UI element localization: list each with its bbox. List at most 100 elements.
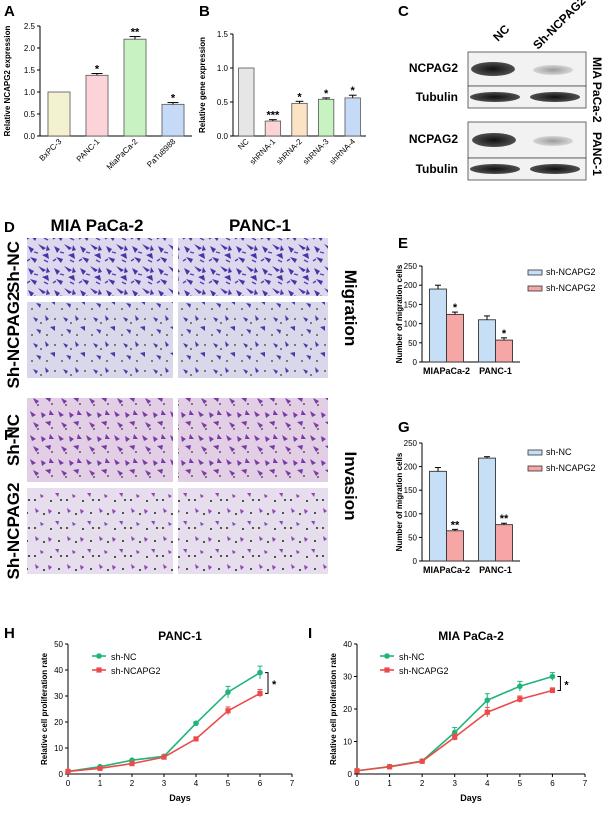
micro-row-label-3: Sh-NC <box>4 414 23 466</box>
blot-row-label-4: Tubulin <box>416 162 458 176</box>
data-point <box>354 768 360 774</box>
data-point <box>386 764 393 770</box>
legend-marker <box>96 667 102 673</box>
data-point <box>484 697 491 704</box>
blot-cell-line-1: MIA PaCa-2 <box>590 57 604 123</box>
x-tick-label: 1 <box>98 779 103 788</box>
micrograph-panc-shncpag2-migration <box>178 302 328 378</box>
legend-label: sh-NCAPG2 <box>546 283 596 293</box>
y-axis-label: Relative cell proliferation rate <box>329 652 338 765</box>
blot-row-label-3: NCPAG2 <box>409 132 458 146</box>
data-point <box>549 673 556 680</box>
data-point <box>193 736 199 742</box>
micrograph-mia-shnc-migration <box>27 238 173 296</box>
y-tick-label: 250 <box>404 439 418 448</box>
blot-col-label-nc: NC <box>490 22 512 44</box>
x-tick-label: 6 <box>258 779 263 788</box>
bar-miapaca-2 <box>123 38 147 137</box>
data-point <box>225 689 231 695</box>
bar-series-1 <box>429 288 447 363</box>
micrograph-panc-shnc-invasion <box>178 398 328 482</box>
x-axis-label: Days <box>460 793 482 803</box>
blot-membrane-4 <box>467 157 587 181</box>
band-ncpag2-sh-2 <box>533 136 573 146</box>
band-ncpag2-nc-1 <box>471 62 515 76</box>
significance-mark: ** <box>500 513 509 525</box>
micro-row-label-2: Sh-NCPAG2 <box>4 292 23 389</box>
y-tick-label: 2.0 <box>24 44 36 53</box>
x-tick-label: BxPC-3 <box>38 137 64 163</box>
panel-label-e: E <box>398 235 408 252</box>
bar-series-1 <box>478 319 496 363</box>
x-tick-label: 4 <box>194 779 199 788</box>
y-tick-label: 20 <box>54 718 63 727</box>
bar-series-2 <box>446 313 464 363</box>
y-tick-label: 40 <box>54 666 63 675</box>
x-tick-label: 2 <box>420 779 425 788</box>
y-axis-label: Relative NCAPG2 expression <box>3 26 12 137</box>
band-ncpag2-sh-1 <box>533 65 573 75</box>
legend-label: sh-NCAPG2 <box>546 463 596 473</box>
y-tick-label: 200 <box>404 281 418 290</box>
legend-swatch <box>527 285 543 292</box>
x-tick-label: PANC-1 <box>75 137 102 164</box>
x-tick-label: PANC-1 <box>479 366 512 376</box>
data-point <box>257 669 263 676</box>
y-tick-label: 50 <box>54 640 63 649</box>
panel-label-c: C <box>398 3 409 20</box>
bar-bxpc-3 <box>47 91 71 137</box>
assay-label-migration: Migration <box>341 270 360 347</box>
panel-label-i: I <box>308 625 312 642</box>
significance-mark: * <box>297 91 302 103</box>
x-tick-label: 2 <box>130 779 135 788</box>
x-tick-label: shRNA-4 <box>328 137 358 167</box>
data-point <box>65 768 71 774</box>
x-tick-label: 6 <box>550 779 555 788</box>
significance-mark: * <box>453 302 458 314</box>
legend-label: sh-NC <box>111 652 137 662</box>
y-tick-label: 30 <box>343 673 352 682</box>
blot-membrane-2 <box>467 85 587 109</box>
x-tick-label: shRNA-3 <box>301 137 331 167</box>
legend-label: sh-NC <box>546 447 572 457</box>
y-tick-label: 40 <box>343 640 352 649</box>
y-tick-label: 0 <box>413 557 418 566</box>
panel-label-h: H <box>4 625 15 642</box>
significance-bracket <box>557 676 561 691</box>
data-point <box>193 720 199 727</box>
panel-label-a: A <box>4 3 15 20</box>
micrograph-grid: MIA PaCa-2 PANC-1 Sh-NC Sh-NCPAG2 Sh-NC … <box>4 216 360 579</box>
band-tubulin-sh-2 <box>530 164 580 174</box>
legend-marker <box>384 653 390 659</box>
panel-label-d: D <box>4 219 15 236</box>
bar-series-1 <box>478 457 496 562</box>
chart-title: MIA PaCa-2 <box>438 629 504 643</box>
micrograph-mia-shnc-invasion <box>27 398 173 482</box>
band-tubulin-sh-1 <box>530 92 580 102</box>
data-point <box>97 765 103 771</box>
significance-mark: * <box>171 93 176 105</box>
x-tick-label: PANC-1 <box>479 565 512 575</box>
data-point <box>452 734 458 740</box>
x-tick-label: 0 <box>66 779 71 788</box>
y-tick-label: 1.0 <box>217 64 229 73</box>
legend-marker <box>96 653 102 659</box>
y-tick-label: 0 <box>348 770 353 779</box>
y-tick-label: 150 <box>404 300 418 309</box>
x-tick-label: 5 <box>518 779 523 788</box>
legend-label: sh-NCAPG2 <box>399 666 449 676</box>
bar-shrna-3 <box>317 98 335 137</box>
y-axis-label: Number of migration cells <box>395 264 404 363</box>
y-tick-label: 0 <box>413 358 418 367</box>
legend-marker <box>384 667 390 673</box>
blot-col-label-sh: Sh-NCPAG2 <box>530 0 589 52</box>
y-axis-label: Relative cell proliferation rate <box>40 652 49 765</box>
legend-swatch <box>527 269 543 276</box>
y-tick-label: 10 <box>54 744 63 753</box>
y-tick-label: 0 <box>59 770 64 779</box>
y-tick-label: 0.0 <box>24 132 36 141</box>
y-tick-label: 50 <box>408 339 417 348</box>
x-tick-label: 4 <box>485 779 490 788</box>
